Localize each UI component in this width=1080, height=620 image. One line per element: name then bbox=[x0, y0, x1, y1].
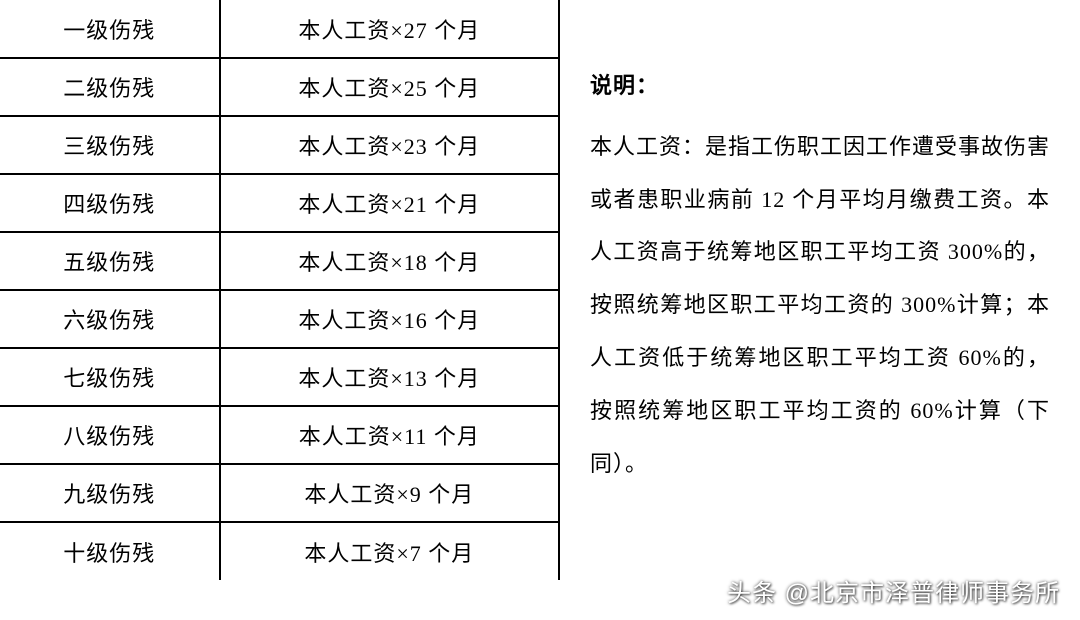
compensation-table: 一级伤残 本人工资×27 个月 二级伤残 本人工资×25 个月 三级伤残 本人工… bbox=[0, 0, 560, 580]
disability-level-cell: 四级伤残 bbox=[0, 174, 220, 232]
formula-cell: 本人工资×27 个月 bbox=[220, 0, 559, 58]
table-row: 十级伤残 本人工资×7 个月 bbox=[0, 522, 559, 580]
table-row: 七级伤残 本人工资×13 个月 bbox=[0, 348, 559, 406]
formula-cell: 本人工资×25 个月 bbox=[220, 58, 559, 116]
table-row: 四级伤残 本人工资×21 个月 bbox=[0, 174, 559, 232]
formula-cell: 本人工资×23 个月 bbox=[220, 116, 559, 174]
formula-cell: 本人工资×16 个月 bbox=[220, 290, 559, 348]
formula-cell: 本人工资×13 个月 bbox=[220, 348, 559, 406]
watermark-text: 头条 @北京市泽普律师事务所 bbox=[727, 573, 1060, 608]
table-row: 八级伤残 本人工资×11 个月 bbox=[0, 406, 559, 464]
disability-level-cell: 六级伤残 bbox=[0, 290, 220, 348]
table-row: 三级伤残 本人工资×23 个月 bbox=[0, 116, 559, 174]
table-row: 五级伤残 本人工资×18 个月 bbox=[0, 232, 559, 290]
formula-cell: 本人工资×18 个月 bbox=[220, 232, 559, 290]
disability-level-cell: 五级伤残 bbox=[0, 232, 220, 290]
formula-cell: 本人工资×11 个月 bbox=[220, 406, 559, 464]
disability-level-cell: 七级伤残 bbox=[0, 348, 220, 406]
description-title: 说明： bbox=[590, 60, 1050, 113]
disability-level-cell: 九级伤残 bbox=[0, 464, 220, 522]
main-container: 一级伤残 本人工资×27 个月 二级伤残 本人工资×25 个月 三级伤残 本人工… bbox=[0, 0, 1080, 620]
table-row: 二级伤残 本人工资×25 个月 bbox=[0, 58, 559, 116]
disability-level-cell: 十级伤残 bbox=[0, 522, 220, 580]
description-body: 本人工资：是指工伤职工因工作遭受事故伤害或者患职业病前 12 个月平均月缴费工资… bbox=[590, 121, 1050, 491]
table-row: 一级伤残 本人工资×27 个月 bbox=[0, 0, 559, 58]
table-row: 六级伤残 本人工资×16 个月 bbox=[0, 290, 559, 348]
disability-level-cell: 八级伤残 bbox=[0, 406, 220, 464]
formula-cell: 本人工资×7 个月 bbox=[220, 522, 559, 580]
description-panel: 说明： 本人工资：是指工伤职工因工作遭受事故伤害或者患职业病前 12 个月平均月… bbox=[560, 0, 1080, 620]
table-row: 九级伤残 本人工资×9 个月 bbox=[0, 464, 559, 522]
table-body: 一级伤残 本人工资×27 个月 二级伤残 本人工资×25 个月 三级伤残 本人工… bbox=[0, 0, 559, 580]
disability-level-cell: 三级伤残 bbox=[0, 116, 220, 174]
formula-cell: 本人工资×9 个月 bbox=[220, 464, 559, 522]
compensation-table-wrapper: 一级伤残 本人工资×27 个月 二级伤残 本人工资×25 个月 三级伤残 本人工… bbox=[0, 0, 560, 620]
disability-level-cell: 二级伤残 bbox=[0, 58, 220, 116]
formula-cell: 本人工资×21 个月 bbox=[220, 174, 559, 232]
disability-level-cell: 一级伤残 bbox=[0, 0, 220, 58]
